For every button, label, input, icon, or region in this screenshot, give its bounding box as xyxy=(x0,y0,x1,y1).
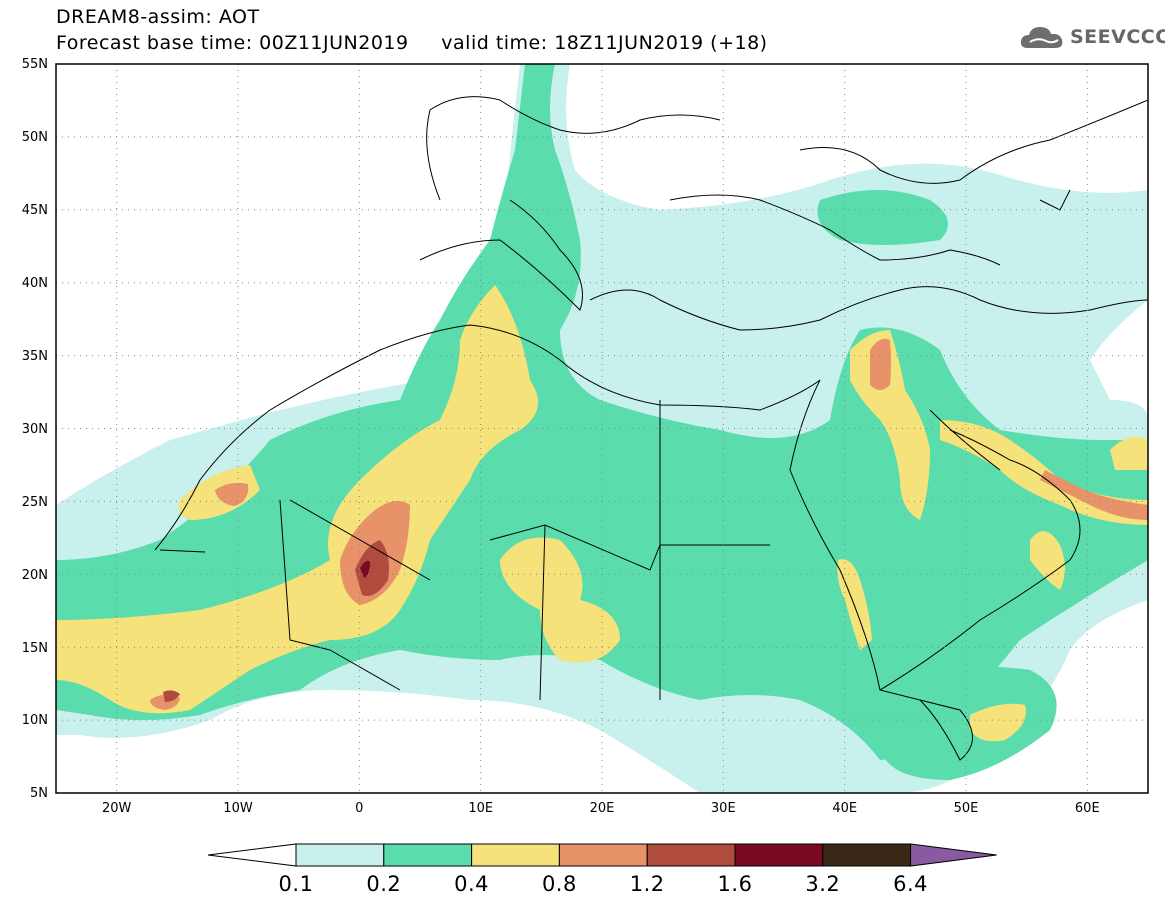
lon-label: 0 xyxy=(355,801,363,816)
aot-band-1-6 xyxy=(360,560,370,578)
colorbar-box xyxy=(822,843,912,867)
colorbar-box xyxy=(471,843,560,867)
lat-label: 25N xyxy=(22,495,48,510)
colorbar-above-arrow xyxy=(910,843,997,867)
colorbar-box xyxy=(383,843,473,867)
colorbar-label: 1.2 xyxy=(629,872,665,896)
lon-label: 10W xyxy=(223,801,253,816)
colorbar-label: 0.4 xyxy=(454,872,490,896)
colorbar-label: 1.6 xyxy=(717,872,753,896)
map-gridlines xyxy=(56,64,1148,793)
lon-label: 40E xyxy=(832,801,857,816)
chart-subtitle: Forecast base time: 00Z11JUN2019 valid t… xyxy=(56,32,768,54)
lon-label: 20E xyxy=(590,801,615,816)
chart-title: DREAM8-assim: AOT xyxy=(56,6,260,28)
colorbar-box xyxy=(558,843,648,867)
lat-label: 30N xyxy=(22,422,48,437)
lat-label: 45N xyxy=(22,203,48,218)
colorbar-label: 6.4 xyxy=(893,872,929,896)
lat-label: 15N xyxy=(22,641,48,656)
coastlines xyxy=(154,96,1148,761)
lon-label: 50E xyxy=(954,801,979,816)
colorbar-box xyxy=(646,843,736,867)
lon-label: 20W xyxy=(102,801,132,816)
lat-label: 10N xyxy=(22,713,48,728)
lon-label: 30E xyxy=(711,801,736,816)
lat-label: 35N xyxy=(22,349,48,364)
lat-label: 5N xyxy=(30,786,48,801)
lat-label: 20N xyxy=(22,568,48,583)
lon-axis: 20W 10W 0 10E 20E 30E 40E 50E 60E xyxy=(102,801,1100,816)
colorbar-box xyxy=(295,843,385,867)
map-frame xyxy=(55,63,1149,794)
lon-label: 10E xyxy=(468,801,493,816)
lat-axis: 55N 50N 45N 40N 35N 30N 25N 20N 15N 10N … xyxy=(22,57,48,801)
colorbar-label: 3.2 xyxy=(805,872,841,896)
colorbar-label: 0.2 xyxy=(366,872,402,896)
seevccc-logo: SEEVCCC xyxy=(1018,22,1165,52)
logo-text: SEEVCCC xyxy=(1070,26,1165,48)
colorbar-below-arrow xyxy=(207,843,297,867)
aot-band-1-2 xyxy=(163,540,389,702)
lat-label: 40N xyxy=(22,276,48,291)
lon-label: 60E xyxy=(1075,801,1100,816)
lat-label: 55N xyxy=(22,57,48,72)
colorbar-label: 0.8 xyxy=(541,872,577,896)
cloud-icon xyxy=(1020,27,1063,48)
colorbar-box xyxy=(734,843,824,867)
lat-label: 50N xyxy=(22,130,48,145)
colorbar xyxy=(207,843,997,867)
colorbar-label: 0.1 xyxy=(278,872,314,896)
